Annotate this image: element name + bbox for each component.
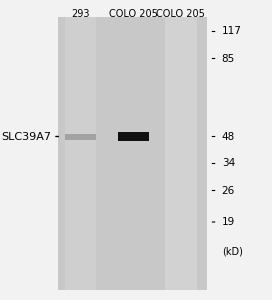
- Bar: [118, 16, 149, 290]
- Text: (kD): (kD): [222, 247, 243, 257]
- Text: 293: 293: [71, 9, 89, 19]
- Text: 34: 34: [222, 158, 235, 169]
- Text: 117: 117: [222, 26, 242, 37]
- Bar: [165, 16, 196, 290]
- Text: 48: 48: [222, 131, 235, 142]
- Bar: [58, 16, 207, 290]
- Text: 19: 19: [222, 217, 235, 227]
- Text: SLC39A7: SLC39A7: [1, 131, 51, 142]
- Bar: [65, 16, 96, 290]
- Text: COLO 205: COLO 205: [156, 9, 205, 19]
- Bar: [65, 134, 96, 140]
- Text: COLO 205: COLO 205: [109, 9, 158, 19]
- Bar: [118, 132, 149, 141]
- Text: 26: 26: [222, 185, 235, 196]
- Text: 85: 85: [222, 53, 235, 64]
